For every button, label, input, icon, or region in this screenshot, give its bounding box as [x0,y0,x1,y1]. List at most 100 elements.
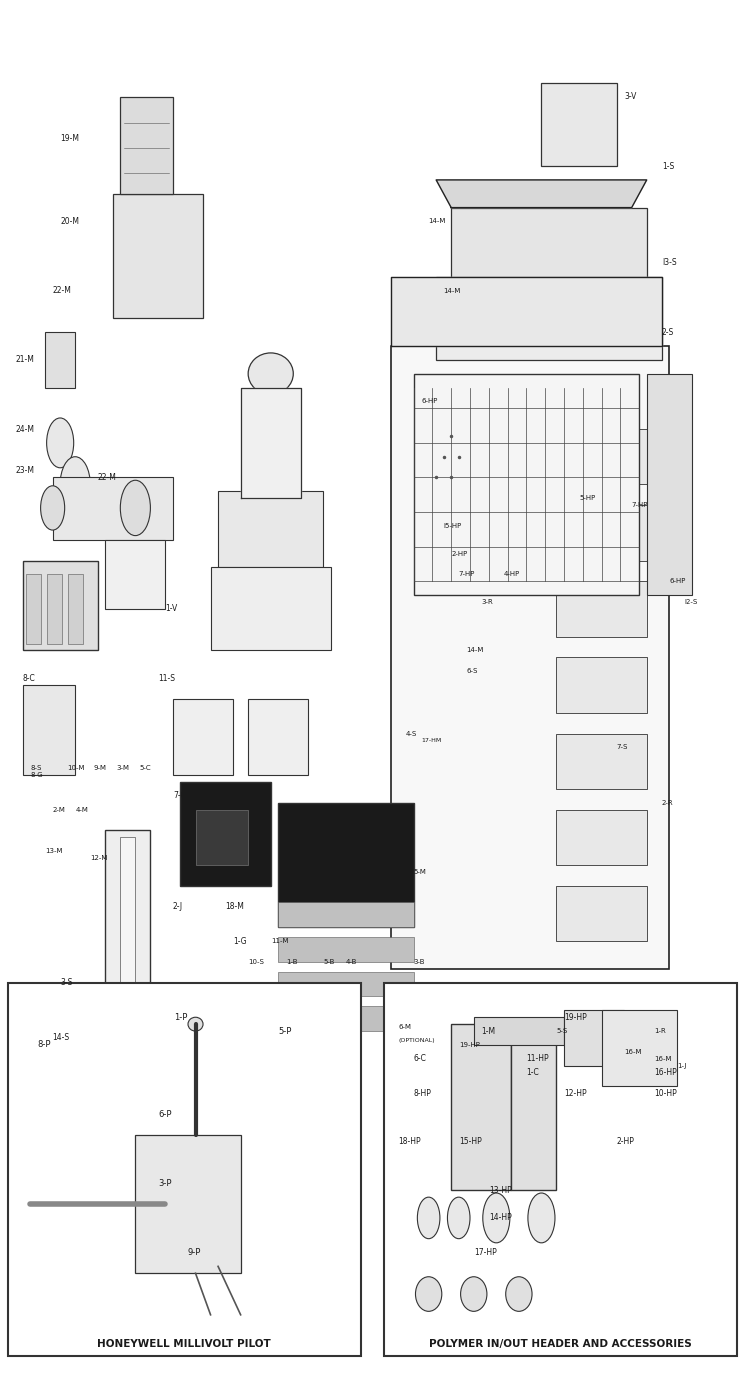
Bar [23,685,75,775]
Text: 11-S: 11-S [158,674,175,682]
Text: (OPTIONAL): (OPTIONAL) [399,1038,435,1044]
Text: 17-HP: 17-HP [474,1248,496,1257]
Bar [564,1010,624,1066]
Text: 2-J: 2-J [173,902,183,911]
Text: 12-HP: 12-HP [564,1089,587,1098]
Text: 18-HP: 18-HP [399,1138,421,1146]
Bar [120,837,135,1073]
Text: 7-C: 7-C [173,792,186,800]
Text: 1-V: 1-V [165,605,177,613]
Bar [647,374,692,595]
Text: 1-J: 1-J [677,1063,686,1068]
Text: 3-S: 3-S [60,978,72,987]
Text: 3-R: 3-R [481,599,493,605]
Polygon shape [391,277,662,346]
Circle shape [60,457,90,512]
Text: 2-M: 2-M [53,807,65,812]
Text: 14-M: 14-M [429,219,446,224]
Ellipse shape [415,1276,442,1312]
Text: 17-HM: 17-HM [421,738,441,743]
Text: 2-B: 2-B [361,869,372,875]
Text: 6-S: 6-S [466,668,478,674]
Text: 12-M: 12-M [90,855,108,861]
Bar [211,567,331,650]
Text: 8-HP: 8-HP [414,1089,432,1098]
Polygon shape [241,388,301,498]
Text: HONEYWELL MILLIVOLT PILOT: HONEYWELL MILLIVOLT PILOT [97,1340,271,1349]
Text: 4-HP: 4-HP [504,572,520,577]
Bar [120,97,173,194]
Text: 11-HP: 11-HP [526,1055,549,1063]
Text: POLYMER IN/OUT HEADER AND ACCESSORIES: POLYMER IN/OUT HEADER AND ACCESSORIES [429,1340,692,1349]
Ellipse shape [188,1017,203,1031]
Text: 3-M: 3-M [117,765,129,771]
Bar [113,194,203,318]
Text: 5-C: 5-C [139,765,150,771]
Circle shape [120,480,150,536]
Text: 19-HP: 19-HP [459,1042,480,1048]
Circle shape [41,486,65,530]
Text: 14-HP: 14-HP [489,1214,511,1222]
Text: 11-M: 11-M [271,938,288,944]
Bar [556,734,647,789]
Text: 7-HP: 7-HP [459,572,475,577]
Bar [45,332,75,388]
Text: 7-HP: 7-HP [632,502,648,508]
Circle shape [447,1197,470,1239]
Ellipse shape [460,1276,487,1312]
Text: 16-M: 16-M [654,1056,672,1062]
Text: 5-S: 5-S [556,1028,568,1034]
Bar [391,346,669,969]
Text: 1-S: 1-S [662,162,674,170]
Text: 22-M: 22-M [98,473,117,482]
Circle shape [47,418,74,468]
Text: 18-M: 18-M [226,902,244,911]
Text: 4-M: 4-M [75,807,88,812]
Polygon shape [436,180,647,208]
Text: 1-M: 1-M [481,1027,496,1035]
Text: 7-S: 7-S [617,745,628,750]
Bar [451,1024,511,1190]
Text: I5-HP: I5-HP [444,523,462,529]
Circle shape [483,1193,510,1243]
Bar [173,699,233,775]
Text: 1-B: 1-B [286,959,297,965]
Text: 5-B: 5-B [323,959,335,965]
Bar [556,886,647,941]
Bar [278,937,414,962]
Bar [278,1006,414,1031]
Text: I3-S: I3-S [662,259,676,267]
Text: 6-C: 6-C [414,1055,426,1063]
Bar [541,83,617,166]
Text: 1-G: 1-G [233,937,247,945]
Text: 2-S: 2-S [662,328,674,336]
Bar [8,983,361,1356]
Bar [436,277,662,360]
Text: 4-C: 4-C [211,792,223,800]
Text: 3-P: 3-P [158,1179,171,1187]
Text: 1-R: 1-R [654,1028,666,1034]
Text: 22-M: 22-M [53,286,71,295]
Text: 21-M: 21-M [15,356,34,364]
Text: 8-G: 8-G [30,772,43,778]
Text: 23-M: 23-M [15,466,34,475]
Text: 13-HP: 13-HP [489,1186,511,1194]
Bar [135,1135,241,1273]
Bar [68,574,83,644]
Bar [278,803,414,927]
Text: 1-P: 1-P [174,1013,187,1021]
Text: 10-M: 10-M [68,765,85,771]
Bar [53,477,173,540]
Text: 10-S: 10-S [248,959,264,965]
Text: I2-S: I2-S [684,599,698,605]
Text: 6-M: 6-M [399,1024,411,1030]
Text: 5-M: 5-M [414,869,426,875]
Text: 10-HP: 10-HP [654,1089,677,1098]
Text: 2-R: 2-R [662,800,673,805]
Bar [556,505,647,561]
Bar [180,782,271,886]
Text: 6-HP: 6-HP [669,579,686,584]
Text: 2-HP: 2-HP [617,1138,635,1146]
Bar [474,1017,564,1045]
Text: 1-C: 1-C [526,1068,539,1077]
